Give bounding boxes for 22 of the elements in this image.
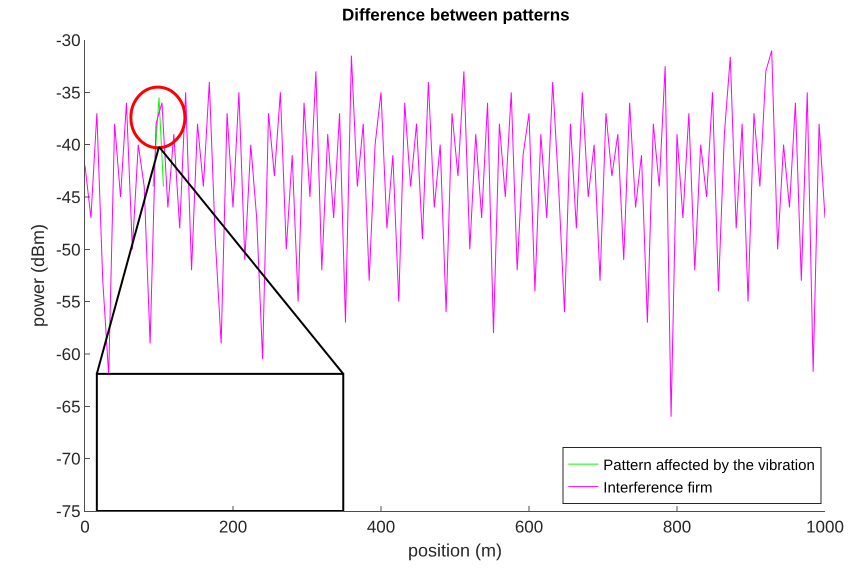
y-tick-label: -60: [56, 344, 81, 364]
x-tick-label: 600: [514, 517, 544, 536]
y-tick-label: -65: [56, 397, 81, 416]
chart-title: Difference between patterns: [342, 5, 570, 24]
x-axis-title: position (m): [408, 540, 502, 560]
y-tick-label: -50: [56, 240, 81, 260]
y-axis-title: power (dBm): [28, 224, 48, 328]
x-tick-label: 200: [218, 517, 248, 536]
y-tick-label: -35: [56, 83, 81, 102]
y-tick-label: -75: [56, 502, 81, 521]
legend-label: Pattern affected by the vibration: [603, 457, 815, 474]
y-tick-label: -70: [56, 450, 81, 469]
legend-label: Interference firm: [603, 480, 713, 497]
y-tick-label: -45: [56, 188, 81, 207]
x-tick-label: 1000: [806, 517, 844, 536]
line-series: [85, 50, 825, 418]
y-tick-label: -40: [56, 136, 81, 155]
y-tick-label: -55: [56, 292, 81, 312]
y-tick-label: -30: [56, 30, 81, 50]
x-tick-label: 800: [662, 517, 692, 536]
x-tick-label: 400: [366, 517, 396, 536]
x-tick-label: 0: [80, 517, 90, 536]
